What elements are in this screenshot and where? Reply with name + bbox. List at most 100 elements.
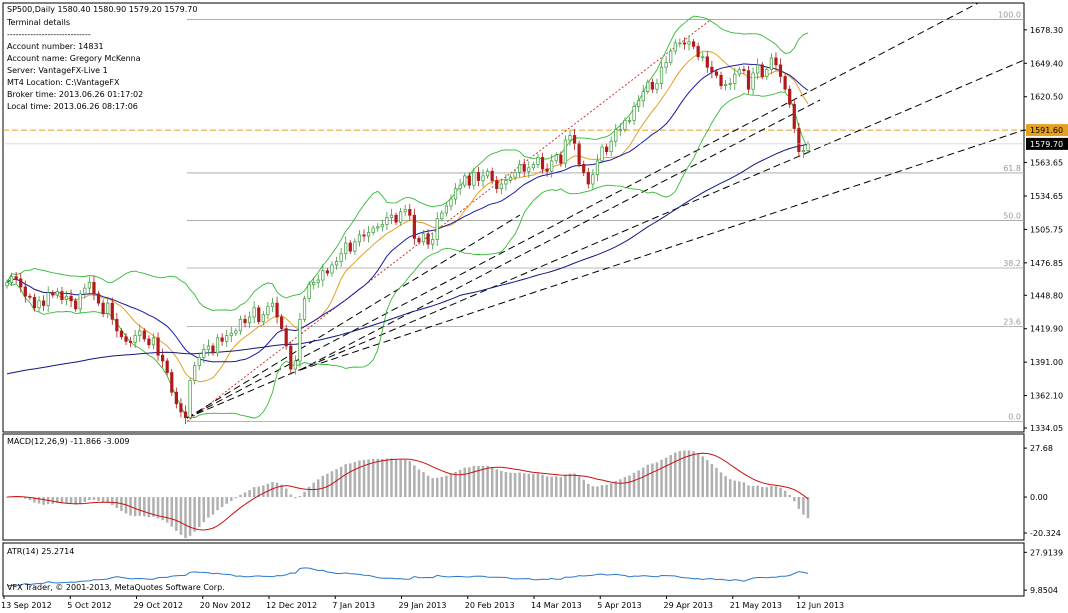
- macd-bar: [367, 459, 370, 498]
- account-number: Account number: 14831: [7, 42, 104, 51]
- macd-bar: [262, 485, 265, 498]
- macd-bar: [60, 497, 64, 504]
- local-time: Local time: 2013.06.26 08:17:06: [7, 102, 138, 111]
- candle-body: [531, 164, 535, 169]
- candle-body: [618, 129, 622, 132]
- macd-axis-label: 27.68: [1030, 444, 1053, 453]
- candle-body: [220, 337, 224, 342]
- candle-body: [600, 146, 604, 162]
- macd-bar: [362, 459, 366, 498]
- macd-bar: [78, 497, 82, 504]
- candle-body: [504, 180, 508, 185]
- macd-bar: [683, 450, 686, 498]
- candle-body: [655, 83, 659, 90]
- macd-bar: [321, 475, 325, 498]
- macd-bar: [426, 475, 430, 498]
- macd-bar: [490, 466, 494, 498]
- candle-body: [627, 120, 632, 122]
- macd-bar: [179, 497, 183, 535]
- macd-bar: [669, 455, 672, 498]
- price-tick-label: 1419.90: [1030, 325, 1063, 334]
- candle-body: [147, 338, 151, 346]
- macd-bar: [532, 473, 535, 498]
- candle-body: [632, 106, 636, 121]
- macd-bar: [468, 467, 471, 498]
- candle-body: [124, 336, 128, 342]
- candle-body: [64, 295, 69, 301]
- macd-bar: [623, 477, 627, 498]
- macd-bar: [486, 465, 489, 498]
- time-tick-label: 13 Sep 2012: [1, 601, 52, 610]
- macd-bar: [101, 497, 105, 503]
- candle-body: [467, 175, 471, 186]
- macd-bar: [706, 460, 709, 498]
- candle-body: [426, 233, 430, 245]
- candle-body: [380, 224, 384, 228]
- candle-body: [458, 184, 462, 189]
- time-tick-label: 12 Jun 2013: [796, 601, 844, 610]
- broker-time: Broker time: 2013.06.26 01:17:02: [7, 90, 144, 99]
- macd-bar: [788, 494, 791, 498]
- candle-body: [206, 345, 210, 350]
- macd-bar: [335, 469, 338, 498]
- candle-body: [623, 120, 627, 131]
- macd-bar: [294, 497, 297, 499]
- candle-body: [586, 172, 590, 185]
- price-tick-label: 1448.80: [1030, 291, 1063, 300]
- macd-bar: [175, 497, 178, 531]
- candle-body: [334, 261, 339, 266]
- macd-bar: [385, 458, 389, 498]
- macd-axis-label: 0.00: [1030, 493, 1048, 502]
- candle-body: [151, 337, 156, 346]
- price-tick-label: 1678.30: [1030, 26, 1063, 35]
- macd-bar: [577, 476, 581, 498]
- candle-body: [83, 287, 87, 295]
- trend-lines[interactable]: [186, 2, 1025, 419]
- candle-body: [32, 297, 37, 309]
- candle-body: [769, 57, 773, 70]
- trend-line: [186, 59, 1025, 419]
- macd-bar: [234, 497, 238, 499]
- candle-body: [229, 332, 233, 336]
- time-tick-label: 29 Oct 2012: [134, 601, 183, 610]
- candle-body: [23, 286, 27, 297]
- candle-body: [540, 157, 545, 170]
- fibonacci-retracement[interactable]: 100.0 61.8 50.0 38.2 23.6 0.0: [3, 11, 1024, 422]
- macd-bar: [97, 497, 100, 501]
- candle-body: [92, 281, 96, 295]
- atr-axis-label: 27.9139: [1030, 548, 1063, 557]
- bollinger-upper: [6, 15, 809, 312]
- macd-bar: [701, 456, 704, 498]
- candle-body: [183, 411, 188, 418]
- macd-bar: [500, 470, 503, 498]
- macd-bar: [5, 497, 9, 498]
- candle-body: [261, 314, 265, 323]
- macd-bar: [802, 497, 805, 515]
- candle-body: [463, 175, 467, 186]
- fib-level-label: 38.2: [1003, 259, 1021, 268]
- price-tick-label: 1620.50: [1030, 93, 1063, 102]
- macd-bar: [738, 481, 741, 498]
- candle-body: [362, 234, 366, 237]
- macd-bar: [111, 497, 114, 506]
- candle-body: [737, 69, 741, 75]
- candle-body: [170, 372, 174, 393]
- candle-body: [527, 167, 531, 172]
- macd-bar: [522, 473, 526, 498]
- candle-body: [536, 157, 540, 165]
- macd-bar: [207, 497, 210, 518]
- macd-bar: [252, 487, 256, 498]
- candle-body: [156, 337, 160, 356]
- candle-body: [247, 316, 252, 324]
- macd-bar: [275, 482, 279, 498]
- candle-body: [591, 174, 595, 185]
- candle-body: [513, 172, 517, 178]
- candle-body: [69, 295, 73, 302]
- candle-body: [174, 391, 178, 405]
- macd-bar: [358, 460, 361, 498]
- candle-body: [211, 345, 215, 354]
- candle-body: [179, 403, 183, 413]
- candle-body: [728, 83, 732, 85]
- candle-body: [572, 135, 577, 144]
